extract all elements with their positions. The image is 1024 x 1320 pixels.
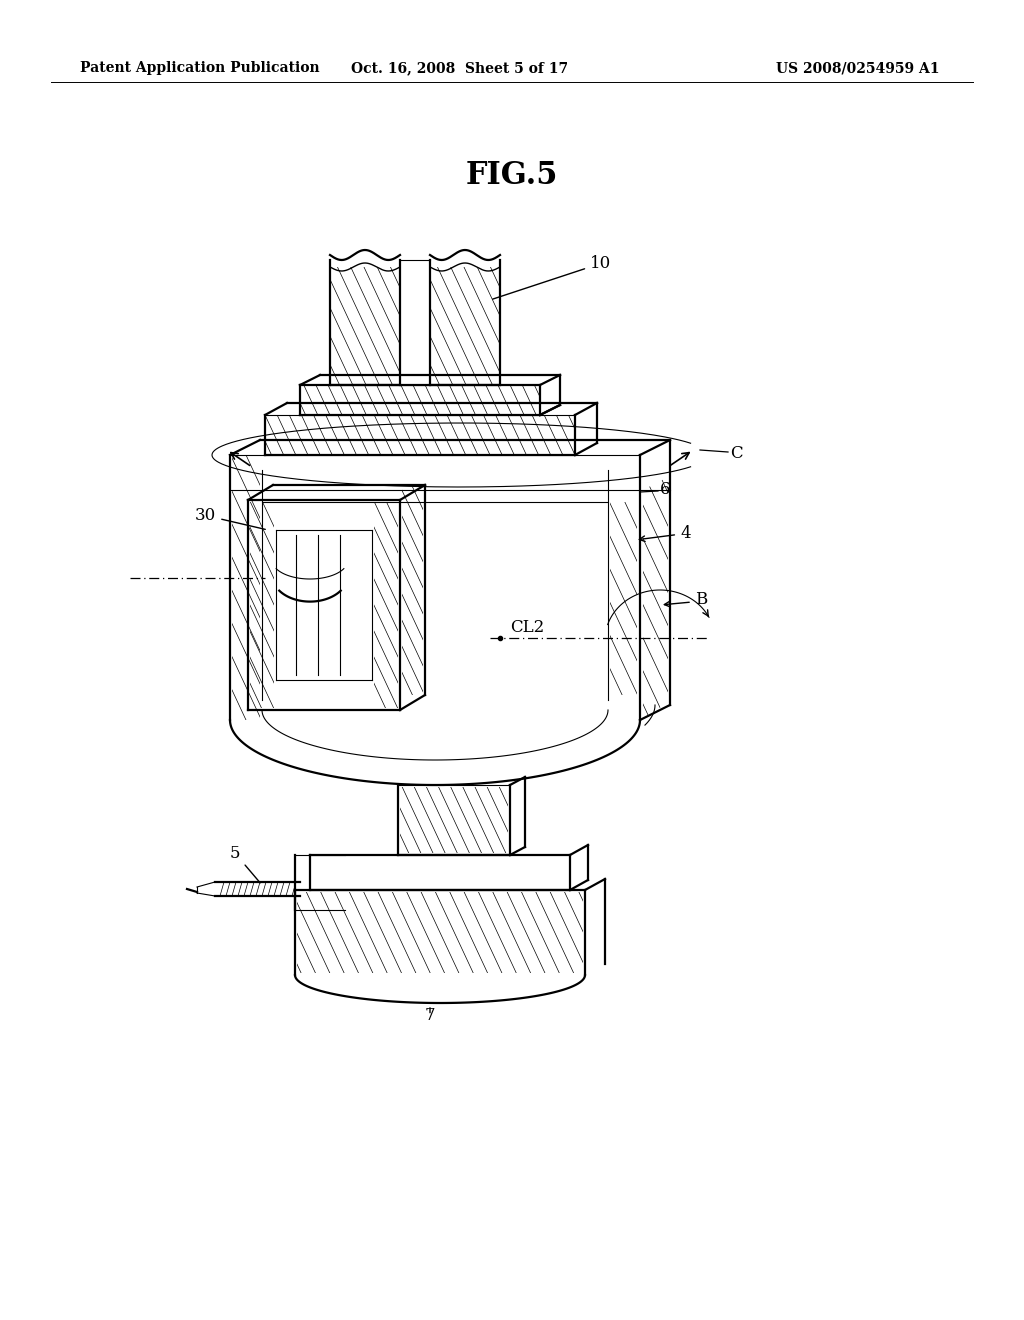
Text: Patent Application Publication: Patent Application Publication	[80, 61, 319, 75]
Text: 6: 6	[660, 482, 671, 499]
Text: B: B	[695, 591, 708, 609]
Text: CL2: CL2	[510, 619, 544, 636]
Text: C: C	[730, 445, 742, 462]
Text: US 2008/0254959 A1: US 2008/0254959 A1	[776, 61, 940, 75]
Text: 4: 4	[639, 525, 690, 543]
Text: Oct. 16, 2008  Sheet 5 of 17: Oct. 16, 2008 Sheet 5 of 17	[351, 61, 568, 75]
Text: FIG.5: FIG.5	[466, 160, 558, 190]
Text: 10: 10	[493, 255, 611, 300]
Text: 30: 30	[195, 507, 265, 529]
Text: 5: 5	[230, 845, 260, 883]
Text: 7: 7	[425, 1007, 435, 1024]
